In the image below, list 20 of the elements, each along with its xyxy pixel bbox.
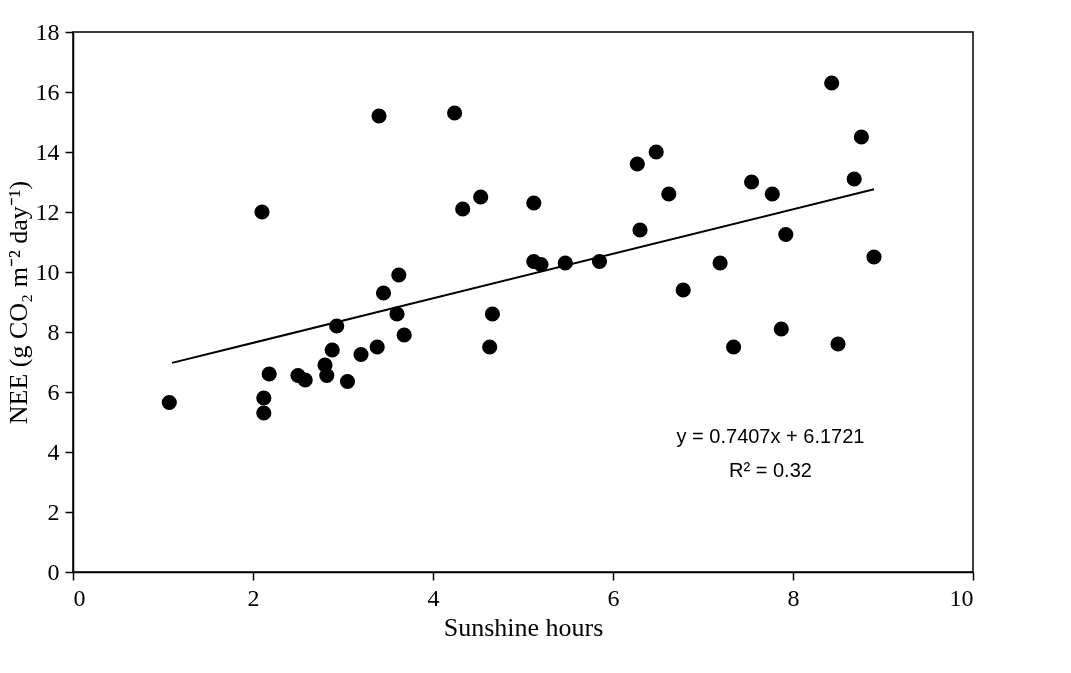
y-tick-label: 14 (35, 138, 60, 165)
x-tick-label: 8 (787, 584, 800, 611)
y-tick-label: 12 (35, 198, 60, 225)
x-tick-label: 0 (73, 584, 86, 611)
annotation: R² = 0.32 (729, 459, 812, 481)
x-tick-label: 4 (427, 584, 440, 611)
y-tick-label: 6 (47, 378, 60, 405)
y-tick-label: 8 (47, 318, 60, 345)
y-tick-label: 4 (47, 438, 60, 465)
x-axis-title: Sunshine hours (443, 612, 604, 642)
x-tick-label: 6 (607, 584, 620, 611)
y-tick-label: 18 (35, 18, 60, 45)
y-tick-label: 16 (35, 78, 60, 105)
y-tick-label: 10 (35, 258, 60, 285)
annotation: y = 0.7407x + 6.1721 (676, 425, 865, 447)
y-tick-label: 2 (47, 498, 60, 525)
y-axis-title: NEE (g CO₂ m⁻² day⁻¹) (3, 180, 33, 425)
x-tick-label: 10 (949, 584, 974, 611)
x-tick-label: 2 (247, 584, 260, 611)
y-tick-label: 0 (47, 558, 60, 585)
